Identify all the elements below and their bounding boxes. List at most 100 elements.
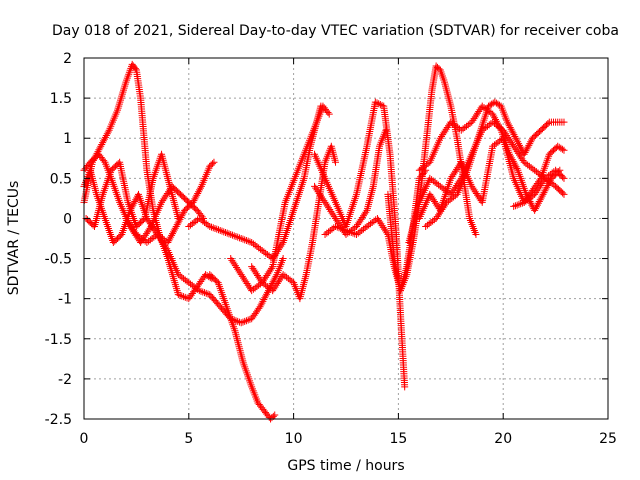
data-point: [221, 228, 229, 236]
data-point: [426, 190, 434, 198]
data-point: [475, 193, 483, 201]
data-point: [193, 191, 201, 199]
data-point: [337, 224, 345, 232]
data-point: [229, 258, 237, 266]
data-point: [269, 287, 277, 295]
data-point: [432, 199, 440, 207]
data-point: [437, 207, 445, 215]
x-axis-label: GPS time / hours: [287, 458, 404, 474]
data-point: [272, 281, 280, 289]
data-point: [213, 225, 221, 233]
data-point: [373, 99, 381, 107]
data-point: [234, 317, 242, 325]
data-point: [543, 183, 551, 191]
data-point: [328, 209, 336, 217]
data-point: [145, 226, 153, 234]
data-point: [375, 216, 383, 224]
y-axis-label: SDTVAR / TECUs: [6, 181, 22, 296]
data-point: [274, 278, 282, 286]
data-point: [401, 383, 409, 391]
data-point: [196, 184, 204, 192]
y-axis-ticks: -2.5 -2 -1.5 -1 -0.5 0 0.5 1 1.5 2: [45, 51, 608, 428]
data-point: [263, 271, 271, 279]
data-point: [511, 144, 519, 152]
data-point: [535, 198, 543, 206]
data-point: [429, 196, 437, 204]
data-point: [251, 268, 259, 276]
data-point: [228, 256, 236, 264]
data-point: [183, 294, 191, 302]
data-point: [162, 191, 170, 199]
data-point: [124, 218, 132, 226]
data-point: [450, 169, 458, 177]
data-point: [195, 188, 203, 196]
data-point: [546, 178, 554, 186]
data-point: [170, 226, 178, 234]
data-point: [228, 231, 236, 239]
data-point: [131, 65, 139, 73]
data-point: [362, 208, 370, 216]
y-tick-label: 1.5: [50, 91, 72, 107]
data-point: [196, 186, 204, 194]
data-marks: [80, 60, 568, 423]
data-point: [342, 226, 350, 234]
data-point: [442, 125, 450, 133]
data-point: [448, 173, 456, 181]
data-point: [190, 197, 198, 205]
data-point: [192, 193, 200, 201]
x-tick-label: 0: [80, 431, 89, 447]
data-point: [438, 206, 446, 214]
data-point: [440, 129, 448, 137]
data-point: [325, 110, 333, 118]
data-point: [277, 242, 285, 250]
data-point: [312, 184, 320, 192]
data-point: [249, 264, 257, 272]
data-point: [518, 155, 526, 163]
data-point: [234, 265, 242, 273]
data-point: [470, 115, 478, 123]
data-point: [509, 129, 517, 137]
data-point: [345, 228, 353, 236]
data-point: [160, 241, 168, 249]
data-point: [174, 214, 182, 222]
data-point: [340, 226, 348, 234]
y-tick-label: 0: [63, 211, 72, 227]
data-point: [263, 290, 271, 298]
data-point: [237, 235, 245, 242]
data-point: [505, 122, 513, 130]
data-point: [509, 157, 517, 165]
data-point: [560, 118, 568, 126]
data-point: [347, 228, 355, 236]
data-point: [361, 210, 369, 218]
data-point: [227, 255, 235, 263]
series-track-1: [80, 60, 216, 303]
data-point: [506, 124, 514, 132]
data-point: [237, 271, 245, 279]
data-point: [223, 229, 231, 237]
data-point: [131, 229, 139, 237]
data-point: [319, 195, 327, 203]
y-tick-label: -2: [58, 372, 72, 388]
data-point: [339, 225, 347, 233]
data-point: [510, 159, 518, 167]
data-point: [534, 199, 542, 207]
data-point: [267, 264, 275, 272]
data-point: [469, 116, 477, 124]
data-point: [469, 184, 477, 192]
data-point: [515, 140, 523, 148]
data-point: [544, 120, 552, 128]
data-point: [320, 197, 328, 205]
data-point: [433, 213, 441, 221]
data-point: [560, 174, 568, 182]
data-point: [352, 222, 360, 230]
data-point: [234, 233, 242, 241]
x-tick-label: 10: [285, 431, 303, 447]
data-point: [356, 217, 364, 225]
data-point: [439, 131, 447, 139]
data-point: [450, 185, 458, 193]
series-track-16: [422, 98, 568, 230]
data-point: [508, 156, 516, 164]
data-point: [197, 287, 205, 295]
data-point: [506, 137, 514, 145]
data-point: [202, 289, 210, 297]
